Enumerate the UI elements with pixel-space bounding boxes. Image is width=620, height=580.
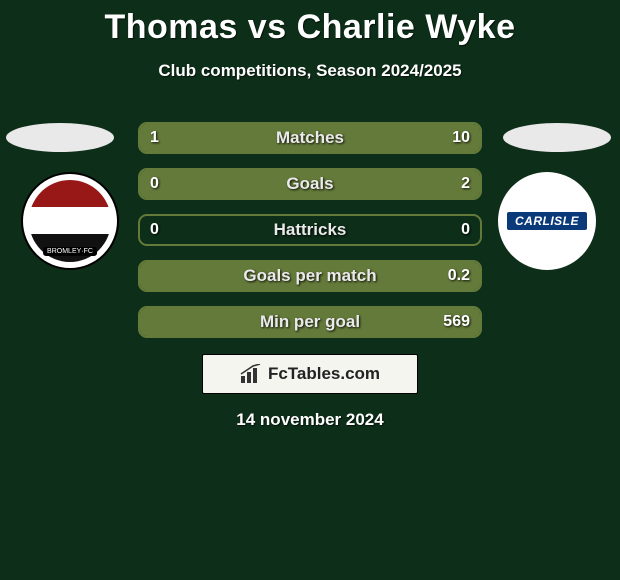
right-player-ellipse	[503, 123, 611, 152]
stat-value-right: 10	[452, 129, 470, 147]
brand-text: FcTables.com	[268, 364, 380, 384]
stat-category: Goals per match	[243, 266, 376, 286]
stat-row-goals: 0 Goals 2	[138, 168, 482, 200]
right-club-badge: CARLISLE	[498, 172, 596, 270]
stat-row-hattricks: 0 Hattricks 0	[138, 214, 482, 246]
stat-category: Hattricks	[274, 220, 347, 240]
page-title: Thomas vs Charlie Wyke	[0, 0, 620, 47]
stat-category: Matches	[276, 128, 344, 148]
stat-value-left: 0	[150, 221, 159, 239]
bromley-badge-text: BROMLEY·FC	[43, 247, 97, 256]
stat-category: Goals	[286, 174, 333, 194]
left-player-ellipse	[6, 123, 114, 152]
stat-value-left: 1	[150, 129, 159, 147]
brand-box[interactable]: FcTables.com	[202, 354, 418, 394]
left-club-badge: BROMLEY·FC	[21, 172, 119, 270]
stat-value-right: 2	[461, 175, 470, 193]
bar-chart-icon	[240, 364, 264, 384]
page-subtitle: Club competitions, Season 2024/2025	[0, 61, 620, 81]
stat-row-matches: 1 Matches 10	[138, 122, 482, 154]
stat-row-min-per-goal: Min per goal 569	[138, 306, 482, 338]
stat-row-goals-per-match: Goals per match 0.2	[138, 260, 482, 292]
stats-container: 1 Matches 10 0 Goals 2 0 Hattricks 0 Goa…	[138, 122, 482, 352]
bromley-badge-graphic: BROMLEY·FC	[29, 180, 111, 262]
stat-value-left: 0	[150, 175, 159, 193]
stat-value-right: 0.2	[448, 267, 470, 285]
stat-value-right: 0	[461, 221, 470, 239]
stat-value-right: 569	[443, 313, 470, 331]
date-text: 14 november 2024	[236, 410, 383, 430]
carlisle-badge-text: CARLISLE	[507, 212, 587, 230]
stat-category: Min per goal	[260, 312, 360, 332]
